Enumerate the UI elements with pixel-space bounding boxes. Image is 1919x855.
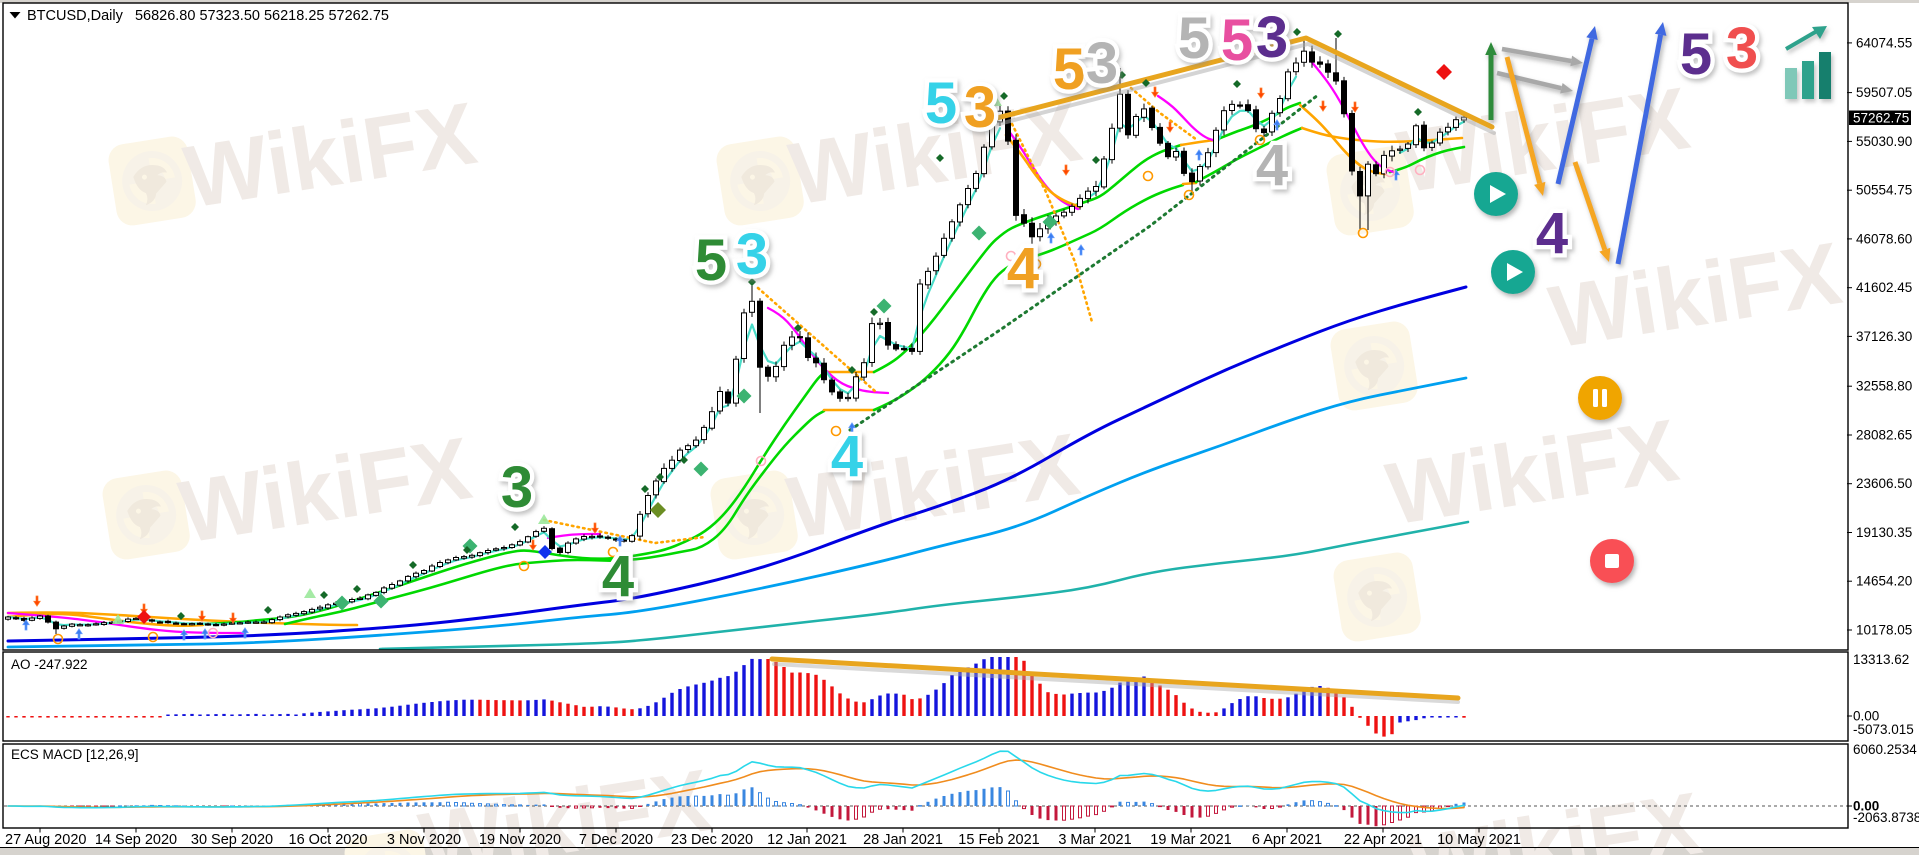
svg-text:BTCUSD,Daily 56826.80 57323.: BTCUSD,Daily 56826.80 57323.50 56218.25 … [27,8,389,24]
svg-text:4: 4 [602,544,634,609]
svg-text:AO -247.922: AO -247.922 [11,657,88,672]
svg-text:4: 4 [1536,201,1568,266]
svg-text:3: 3 [501,455,533,520]
svg-text:4: 4 [1256,133,1288,198]
svg-text:3: 3 [736,222,768,287]
svg-text:30 Sep 2020: 30 Sep 2020 [191,832,273,848]
svg-text:32558.80: 32558.80 [1856,379,1912,394]
svg-text:46078.60: 46078.60 [1856,231,1912,246]
svg-text:13313.62: 13313.62 [1853,652,1909,667]
svg-text:37126.30: 37126.30 [1856,329,1912,344]
svg-text:41602.45: 41602.45 [1856,280,1912,295]
svg-text:5: 5 [925,71,957,136]
svg-text:3: 3 [964,75,996,140]
svg-text:27 Aug 2020: 27 Aug 2020 [5,832,86,848]
svg-text:59507.05: 59507.05 [1856,85,1912,100]
svg-text:6060.2534: 6060.2534 [1853,742,1917,757]
svg-text:28 Jan 2021: 28 Jan 2021 [863,832,943,848]
svg-text:-5073.015: -5073.015 [1853,722,1914,737]
svg-text:3: 3 [1256,5,1288,70]
svg-text:15 Feb 2021: 15 Feb 2021 [958,832,1039,848]
svg-text:5: 5 [1221,8,1253,73]
svg-text:57262.75: 57262.75 [1853,111,1909,126]
svg-text:16 Oct 2020: 16 Oct 2020 [289,832,368,848]
svg-text:12 Jan 2021: 12 Jan 2021 [767,832,847,848]
svg-text:50554.75: 50554.75 [1856,183,1912,198]
svg-text:4: 4 [1007,236,1039,301]
svg-text:0.00: 0.00 [1853,799,1879,814]
svg-text:19130.35: 19130.35 [1856,525,1912,540]
svg-text:7 Dec 2020: 7 Dec 2020 [579,832,653,848]
svg-text:4: 4 [831,424,863,489]
svg-text:3: 3 [1726,16,1758,81]
svg-text:10178.05: 10178.05 [1856,623,1912,638]
svg-text:23 Dec 2020: 23 Dec 2020 [671,832,753,848]
svg-text:3: 3 [1086,31,1118,96]
svg-text:28082.65: 28082.65 [1856,428,1912,443]
svg-text:5: 5 [1178,6,1210,71]
svg-text:10 May 2021: 10 May 2021 [1437,832,1521,848]
svg-text:19 Nov 2020: 19 Nov 2020 [479,832,561,848]
svg-text:3 Mar 2021: 3 Mar 2021 [1058,832,1131,848]
svg-text:5: 5 [1680,22,1712,87]
svg-text:22 Apr 2021: 22 Apr 2021 [1344,832,1422,848]
svg-text:5: 5 [1053,37,1085,102]
svg-text:14654.20: 14654.20 [1856,574,1912,589]
svg-text:0.00: 0.00 [1853,709,1879,724]
svg-text:64074.55: 64074.55 [1856,35,1912,50]
svg-text:55030.90: 55030.90 [1856,134,1912,149]
svg-text:-2063.8738: -2063.8738 [1853,810,1919,825]
svg-text:6 Apr 2021: 6 Apr 2021 [1252,832,1322,848]
svg-text:19 Mar 2021: 19 Mar 2021 [1150,832,1231,848]
svg-text:23606.50: 23606.50 [1856,476,1912,491]
svg-text:3 Nov 2020: 3 Nov 2020 [387,832,461,848]
svg-text:ECS MACD [12,26,9]: ECS MACD [12,26,9] [11,747,139,762]
svg-text:5: 5 [695,228,727,293]
svg-text:14 Sep 2020: 14 Sep 2020 [95,832,177,848]
